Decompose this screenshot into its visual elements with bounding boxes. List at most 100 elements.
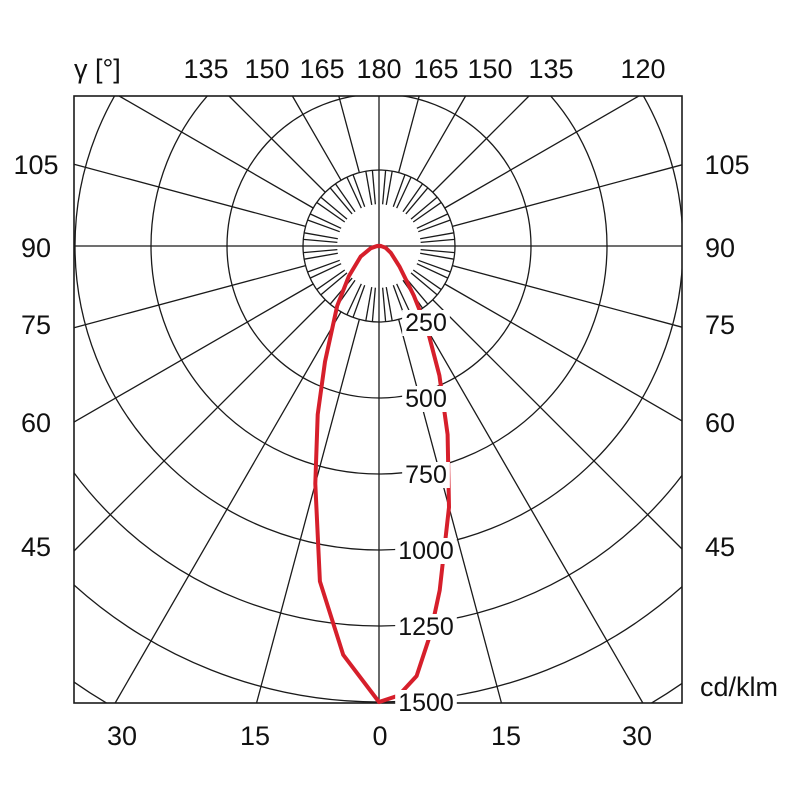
radial-tick-label-bg — [395, 690, 457, 716]
grid-minor-ray — [392, 174, 406, 207]
grid-ray — [432, 299, 683, 550]
grid-minor-ray — [416, 213, 449, 229]
grid-minor-ray — [385, 287, 393, 321]
top-tick-4: 165 — [413, 54, 458, 84]
grid-ray — [452, 265, 683, 328]
grid-minor-ray — [329, 187, 353, 215]
grid-minor-ray — [352, 174, 366, 207]
grid-ray — [416, 311, 644, 704]
grid-minor-ray — [304, 252, 338, 260]
grid-ray — [452, 164, 683, 227]
bottom-tick-1: 15 — [240, 721, 270, 751]
grid-ray — [255, 319, 360, 704]
grid-minor-ray — [352, 285, 366, 318]
grid-ray — [73, 163, 306, 227]
grid-minor-ray — [320, 272, 348, 296]
grid-rays — [73, 95, 683, 704]
grid-ray — [444, 283, 683, 422]
grid-minor-ray — [371, 287, 377, 322]
bottom-tick-4: 30 — [622, 721, 652, 751]
grid-ray — [114, 311, 342, 704]
radial-tick-label: 750 — [405, 461, 447, 489]
radial-tick-label-bg — [402, 386, 450, 412]
grid-minor-ray — [412, 269, 442, 291]
top-tick-6: 135 — [528, 54, 573, 84]
right-tick-90: 90 — [705, 233, 735, 263]
grid-minor-ray — [346, 283, 362, 316]
intensity-curve-series-0 — [313, 243, 451, 704]
grid-minor-ray — [420, 238, 455, 244]
radial-tick-label-bg — [395, 538, 457, 564]
grid-minor-ray — [316, 269, 346, 291]
grid-minor-ray — [420, 232, 454, 240]
grid-ring — [74, 583, 682, 703]
left-tick-105: 105 — [13, 150, 58, 180]
radial-tick-label-bg — [395, 614, 457, 640]
grid-minor-ray — [304, 232, 338, 240]
grid-ray — [416, 95, 467, 181]
grid-ring — [74, 681, 682, 703]
curve-layer — [313, 243, 451, 704]
grid-minor-ray — [346, 176, 362, 209]
grid-ray — [291, 95, 342, 181]
top-tick-5: 150 — [467, 54, 512, 84]
radial-tick-label-bg — [402, 310, 450, 336]
grid-minor-ray — [420, 252, 454, 260]
grid-minor-ray — [371, 170, 377, 205]
radial-tick-label: 250 — [405, 309, 447, 337]
radial-tick-label: 1000 — [398, 537, 454, 565]
left-tick-75: 75 — [21, 310, 51, 340]
grid-ray — [444, 95, 640, 209]
grid-minor-ray — [309, 213, 342, 229]
left-tick-45: 45 — [21, 532, 51, 562]
top-tick-0: 135 — [183, 54, 228, 84]
radial-tick-label-bg — [402, 462, 450, 488]
grid-minor-ray — [309, 263, 342, 279]
grid-minor-ray — [334, 183, 356, 213]
left-tick-90: 90 — [21, 233, 51, 263]
grid-ray — [228, 95, 326, 193]
grid-minor-ray — [402, 183, 424, 213]
grid-minor-ray — [320, 196, 348, 220]
grid-ray — [73, 283, 314, 423]
grid-minor-ray — [365, 287, 373, 321]
grid-minor-ray — [385, 171, 393, 205]
radial-tick-label: 1500 — [398, 689, 454, 717]
left-tick-60: 60 — [21, 408, 51, 438]
right-tick-45: 45 — [705, 532, 735, 562]
unit-label: cd/klm — [700, 672, 778, 702]
bottom-tick-2: 0 — [372, 721, 387, 751]
right-tick-105: 105 — [704, 150, 749, 180]
grid-minor-ray — [396, 176, 412, 209]
top-tick-7: 120 — [620, 54, 665, 84]
bottom-tick-3: 15 — [491, 721, 521, 751]
right-tick-75: 75 — [705, 310, 735, 340]
grid-ray — [73, 265, 306, 329]
grid-minor-ray — [418, 219, 451, 233]
grid-minor-ray — [396, 283, 412, 316]
grid-ray — [432, 95, 530, 193]
grid-minor-ray — [420, 248, 455, 254]
grid-minor-ray — [412, 201, 442, 223]
grid-minor-ray — [307, 259, 340, 273]
top-tick-2: 165 — [299, 54, 344, 84]
grid-minor-ray — [405, 187, 429, 215]
grid-minor-ray — [307, 219, 340, 233]
grid-minor-ray — [381, 170, 387, 205]
angle-axis-label: γ [°] — [74, 54, 121, 84]
grid-minor-ray — [405, 277, 429, 305]
radial-tick-label: 500 — [405, 385, 447, 413]
grid-ray — [398, 95, 420, 173]
grid-minor-ray — [365, 171, 373, 205]
grid-minor-ray — [410, 272, 438, 296]
grid-ray — [338, 95, 360, 173]
bottom-tick-0: 30 — [107, 721, 137, 751]
top-tick-1: 150 — [244, 54, 289, 84]
grid-minor-ray — [303, 238, 338, 244]
grid-minor-ray — [416, 263, 449, 279]
grid-minor-ray — [418, 259, 451, 273]
grid-minor-ray — [410, 196, 438, 220]
ring-labels: 250 500 750 1000 1250 1500 — [395, 309, 457, 717]
top-tick-3: 180 — [356, 54, 401, 84]
